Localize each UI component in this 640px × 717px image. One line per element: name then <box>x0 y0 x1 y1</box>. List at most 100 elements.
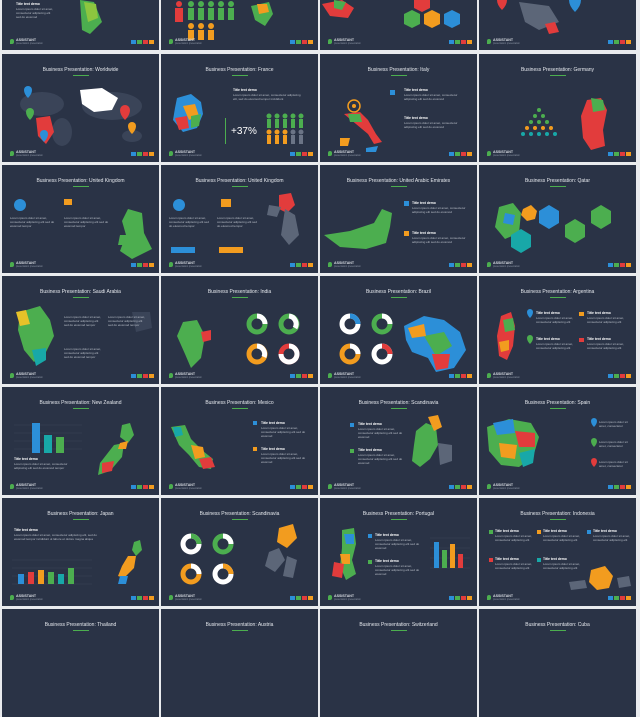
text-body: Lorem ipsum dolor sit amet, consectetur … <box>404 121 458 129</box>
title-underline <box>232 519 248 520</box>
text-heading: Title text demo <box>404 116 428 120</box>
slide-thumbnail[interactable]: Business Presentation: United Kingdom Lo… <box>2 165 159 273</box>
brand-logo: ASSISTANT presentation presentation <box>169 483 202 490</box>
color-swatches <box>131 596 154 600</box>
title-underline <box>232 297 248 298</box>
text-heading: Title text demo <box>543 557 567 561</box>
people-icons-graphic <box>175 1 273 40</box>
slide-thumbnail[interactable]: Business Presentation: Thailand <box>2 609 159 717</box>
text-heading: Title text demo <box>587 311 611 315</box>
text-body: Lorem ipsum dolor sit amet, consectetur … <box>536 316 574 324</box>
text-body: Lorem ipsum dolor sit amet, consectetur … <box>16 7 54 19</box>
slide-thumbnail[interactable]: Business Presentation: Mexico Title text… <box>161 387 318 495</box>
slide-thumbnail[interactable]: Business Presentation: France Title text… <box>161 54 318 162</box>
slide-thumbnail[interactable]: Business Presentation: Scandinavia ASSIS… <box>161 498 318 606</box>
text-heading: Title text demo <box>14 457 38 461</box>
text-body: Lorem ipsum dolor sit amet, consectetur … <box>495 562 533 570</box>
slide-title: Business Presentation: United Kingdom <box>36 178 125 184</box>
slide-thumbnail[interactable]: Business Presentation: United Arabic Emi… <box>320 165 477 273</box>
slide-thumbnail[interactable]: Business Presentation: Saudi Arabia Lore… <box>2 276 159 384</box>
slide-title: Business Presentation: Worldwide <box>42 67 119 73</box>
title-underline <box>550 75 566 76</box>
title-underline <box>391 75 407 76</box>
slide-thumbnail[interactable]: Business Presentation: New Zealand Title… <box>2 387 159 495</box>
color-swatches <box>131 374 154 378</box>
color-swatches <box>290 485 313 489</box>
text-heading: Title text demo <box>587 337 611 341</box>
map-graphic <box>80 0 102 34</box>
brand-logo: ASSISTANT presentation presentation <box>169 38 202 45</box>
text-heading: Title text demo <box>495 529 519 533</box>
japan-bars-graphic <box>12 540 142 585</box>
brand-logo: ASSISTANT presentation presentation <box>10 38 43 45</box>
slide-thumbnail[interactable]: Business Presentation: United Kingdom Lo… <box>161 165 318 273</box>
slide-title: Business Presentation: Spain <box>524 400 591 406</box>
slide-thumbnail[interactable]: Business Presentation: Switzerland <box>320 609 477 717</box>
slide-thumbnail[interactable]: Business Presentation: Spain Lorem ipsum… <box>479 387 636 495</box>
slide-thumbnail[interactable]: Business Presentation: Indonesia Title t… <box>479 498 636 606</box>
brand-logo: ASSISTANT presentation presentation <box>10 483 43 490</box>
uae-map-graphic <box>324 201 409 249</box>
spain-map-graphic <box>487 418 597 467</box>
slide-thumbnail[interactable]: Business Presentation: Argentina Title t… <box>479 276 636 384</box>
slide-thumbnail[interactable]: Business Presentation: Qatar ASSISTANT pr… <box>479 165 636 273</box>
brand-logo: ASSISTANT presentation presentation <box>10 594 43 601</box>
text-heading: Title text demo <box>495 557 519 561</box>
saudi-map-graphic <box>16 306 152 366</box>
slide-thumbnail[interactable]: ASSISTANT presentation presentation <box>161 0 318 50</box>
color-swatches <box>290 263 313 267</box>
slide-thumbnail[interactable]: ASSISTANT presentation presentation <box>320 0 477 50</box>
slide-thumbnail[interactable]: Business Presentation: Austria <box>161 609 318 717</box>
title-underline <box>391 519 407 520</box>
slide-title: Business Presentation: Brazil <box>365 289 432 295</box>
title-underline <box>73 75 89 76</box>
slide-thumbnail[interactable]: Title text demo Lorem ipsum dolor sit am… <box>2 0 159 50</box>
italy-map-graphic <box>340 90 395 152</box>
qatar-hexagon-graphic <box>495 203 611 253</box>
brand-logo: ASSISTANT presentation presentation <box>328 372 361 379</box>
text-heading: Title text demo <box>358 448 382 452</box>
title-underline <box>232 630 248 631</box>
slide-thumbnail[interactable]: Business Presentation: Germany ASSISTANT… <box>479 54 636 162</box>
title-underline <box>73 186 89 187</box>
text-body: Lorem ipsum dolor sit amet, consectetur … <box>10 216 55 228</box>
title-underline <box>391 297 407 298</box>
text-body: Lorem ipsum dolor sit amet, consectetur <box>599 420 628 428</box>
color-swatches <box>290 374 313 378</box>
slide-title: Business Presentation: France <box>205 67 274 73</box>
slide-title: Business Presentation: Germany <box>520 67 595 73</box>
text-body: Lorem ipsum dolor sit amet, consectetur … <box>64 315 102 327</box>
brand-logo: ASSISTANT presentation presentation <box>328 261 361 268</box>
slide-thumbnail[interactable]: Business Presentation: Worldwide ASSISTA… <box>2 54 159 162</box>
slide-thumbnail[interactable]: Business Presentation: Scandinavia Title… <box>320 387 477 495</box>
text-body: Lorem ipsum dolor sit amet, consectetur … <box>412 236 466 244</box>
color-swatches <box>131 152 154 156</box>
brand-logo: ASSISTANT presentation presentation <box>10 372 43 379</box>
color-swatches <box>290 596 313 600</box>
slide-thumbnail[interactable]: ASSISTANT presentation presentation <box>479 0 636 50</box>
text-heading: Title text demo <box>375 533 399 537</box>
slide-thumbnail[interactable]: Business Presentation: Cuba <box>479 609 636 717</box>
mexico-map-graphic <box>171 421 257 469</box>
text-heading: Title text demo <box>14 528 38 532</box>
slide-thumbnail[interactable]: Business Presentation: Italy Title text … <box>320 54 477 162</box>
text-heading: Title text demo <box>375 559 399 563</box>
brand-logo: ASSISTANT presentation presentation <box>487 261 520 268</box>
brand-logo: ASSISTANT presentation presentation <box>328 483 361 490</box>
color-swatches <box>449 485 472 489</box>
title-underline <box>232 408 248 409</box>
text-body: Lorem ipsum dolor sit amet, consectetur … <box>14 462 68 470</box>
slide-thumbnail[interactable]: Business Presentation: Japan Title text … <box>2 498 159 606</box>
slide-thumbnail[interactable]: Business Presentation: Brazil ASSISTANT p… <box>320 276 477 384</box>
text-body: Lorem ipsum dolor sit amet, consectetur … <box>217 216 258 228</box>
color-swatches <box>608 374 631 378</box>
text-body: Lorem ipsum dolor sit amet, consectetur <box>599 460 628 468</box>
uk-map-graphic <box>14 199 152 259</box>
color-swatches <box>449 40 472 44</box>
text-body: Lorem ipsum dolor sit amet, consectetur … <box>495 534 533 542</box>
slide-thumbnail[interactable]: Business Presentation: India ASSISTANT pr… <box>161 276 318 384</box>
slide-thumbnail[interactable]: Business Presentation: Portugal Title te… <box>320 498 477 606</box>
color-swatches <box>131 40 154 44</box>
text-body: Lorem ipsum dolor sit amet, consectetur … <box>64 347 102 359</box>
color-swatches <box>449 596 472 600</box>
